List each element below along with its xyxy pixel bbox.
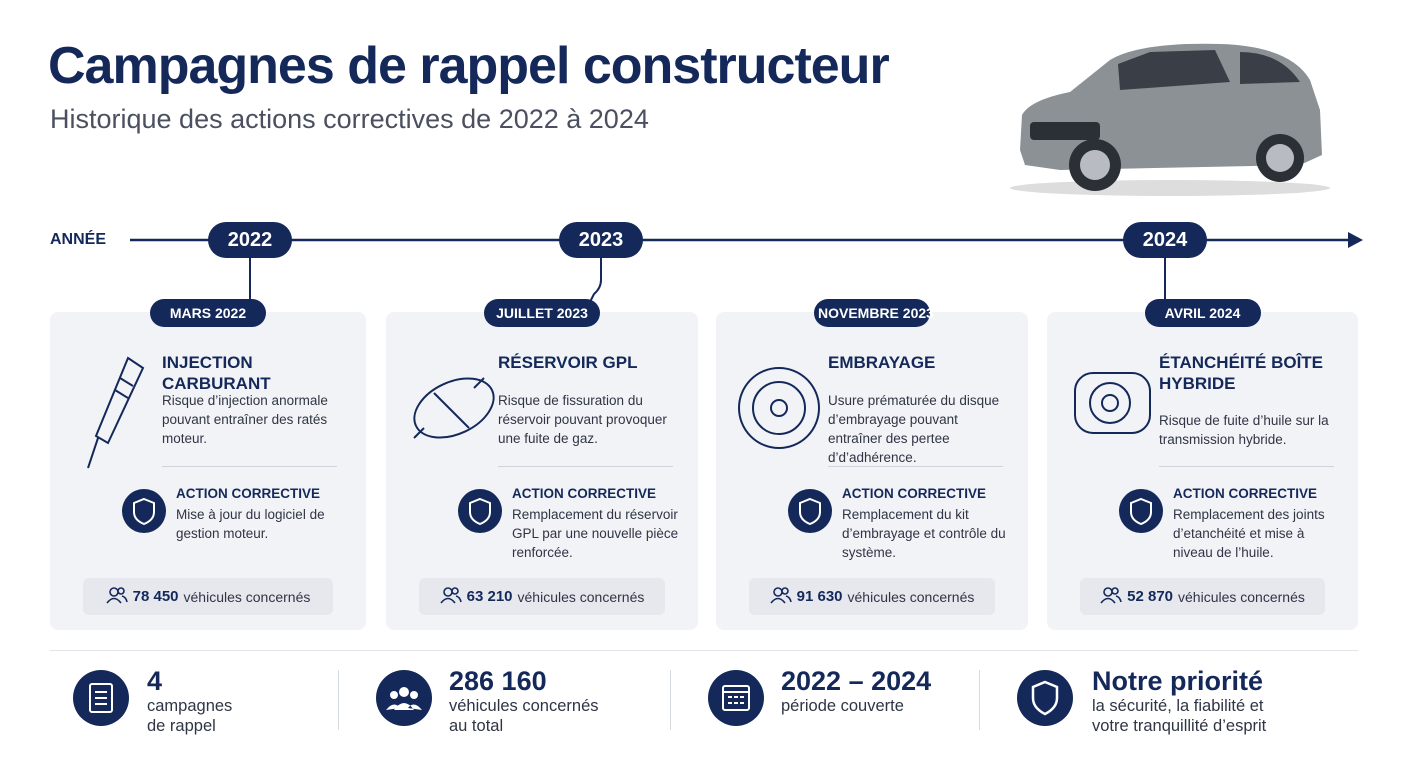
campaign-description: Risque d’injection anormale pouvant entr… xyxy=(162,393,328,446)
icon xyxy=(1100,587,1122,604)
divider xyxy=(1159,466,1334,467)
campaign-description: Risque de fuite d’huile sur la transmiss… xyxy=(1159,413,1329,447)
summary-label: la sécurité, la fiabilité et votre tranq… xyxy=(1092,697,1267,735)
date-pill: NOVEMBRE 2023 xyxy=(814,299,934,327)
shield-icon xyxy=(122,489,166,538)
component-icon xyxy=(404,348,504,478)
people-icon xyxy=(439,586,462,607)
icon xyxy=(439,587,462,604)
shield-icon xyxy=(788,489,832,538)
car-illustration xyxy=(1010,43,1330,196)
date-pill: JUILLET 2023 xyxy=(484,299,600,327)
vehicle-count-label: véhicules concernés xyxy=(1178,588,1305,605)
divider xyxy=(162,466,337,467)
icon xyxy=(122,489,166,533)
component-icon xyxy=(1065,348,1165,478)
campaign-title: INJECTION CARBURANT xyxy=(162,353,271,393)
date-pill: AVRIL 2024 xyxy=(1144,299,1261,327)
action-label: ACTION CORRECTIVE xyxy=(512,486,657,501)
campaign-card: ÉTANCHÉITÉ BOÎTE HYBRIDE Risque de fuite … xyxy=(1047,312,1358,630)
people-icon xyxy=(769,586,792,607)
people-icon xyxy=(1100,586,1122,607)
icon xyxy=(1074,372,1151,434)
icon xyxy=(73,670,129,726)
summary-divider xyxy=(338,670,339,730)
divider xyxy=(498,466,673,467)
vehicle-count-label: véhicules concernés xyxy=(517,588,645,605)
summary-label: période couverte xyxy=(781,697,904,715)
summary-value: 2022 – 2024 xyxy=(781,666,932,696)
icon xyxy=(105,587,128,604)
summary-value: 4 xyxy=(147,666,163,696)
summary-label: véhicules concernés au total xyxy=(449,697,599,735)
icon xyxy=(769,587,792,604)
action-label: ACTION CORRECTIVE xyxy=(1173,486,1318,501)
component-icon xyxy=(68,348,168,478)
vehicle-count-label: véhicules concernés xyxy=(847,588,975,605)
action-text: Remplacement des joints d’etanchéité et … xyxy=(1173,507,1325,560)
title: Campagnes de rappel constructeur xyxy=(48,37,890,95)
summary-icon xyxy=(1017,670,1073,731)
campaign-card: EMBRAYAGE Usure prématurée du disque d’em… xyxy=(716,312,1028,630)
subtitle: Historique des actions correctives de 20… xyxy=(50,104,649,134)
campaign-title: RÉSERVOIR GPL xyxy=(498,353,638,372)
campaign-title: ÉTANCHÉITÉ BOÎTE HYBRIDE xyxy=(1159,353,1324,393)
icon xyxy=(708,670,764,726)
icon xyxy=(788,489,832,533)
summary-divider xyxy=(979,670,980,730)
summary-value: 286 160 xyxy=(449,666,547,696)
vehicle-count: 91 630 xyxy=(796,588,843,605)
summary-divider xyxy=(670,670,671,730)
campaign-title: EMBRAYAGE xyxy=(828,353,936,372)
icon xyxy=(87,356,145,469)
summary-value: Notre priorité xyxy=(1092,666,1264,696)
campaign-card: RÉSERVOIR GPL Risque de fissuration du ré… xyxy=(386,312,698,630)
year-pill: 2022 xyxy=(208,222,292,258)
year-pill: 2024 xyxy=(1123,222,1207,258)
action-text: Mise à jour du logiciel de gestion moteu… xyxy=(176,507,325,541)
icon xyxy=(738,367,820,449)
campaign-description: Risque de fissuration du réservoir pouva… xyxy=(498,393,667,446)
year-pill: 2023 xyxy=(559,222,643,258)
action-text: Remplacement du réservoir GPL par une no… xyxy=(512,507,679,560)
axis-label: ANNÉE xyxy=(50,231,107,248)
date-pill: MARS 2022 xyxy=(150,299,266,327)
icon xyxy=(413,377,495,439)
shield-icon xyxy=(458,489,502,538)
count-box: 52 870 véhicules concernés xyxy=(1080,578,1325,615)
campaign-card: INJECTION CARBURANT Risque d’injection an… xyxy=(50,312,366,630)
summary-icon xyxy=(376,670,432,731)
count-box: 91 630 véhicules concernés xyxy=(749,578,995,615)
action-text: Remplacement du kit d’embrayage et contr… xyxy=(842,507,1006,560)
component-icon xyxy=(734,348,834,478)
summary-label: campagnes de rappel xyxy=(147,697,233,735)
icon xyxy=(1017,670,1073,726)
summary-band xyxy=(50,650,1358,651)
summary-icon xyxy=(708,670,764,731)
count-box: 78 450 véhicules concernés xyxy=(83,578,333,615)
icon xyxy=(376,670,432,726)
vehicle-count: 63 210 xyxy=(466,588,513,605)
vehicle-count-label: véhicules concernés xyxy=(183,588,311,605)
shield-icon xyxy=(1119,489,1163,538)
action-label: ACTION CORRECTIVE xyxy=(176,486,321,501)
action-label: ACTION CORRECTIVE xyxy=(842,486,987,501)
count-box: 63 210 véhicules concernés xyxy=(419,578,665,615)
campaign-description: Usure prématurée du disque d’embrayage p… xyxy=(828,393,1000,465)
people-icon xyxy=(105,586,128,607)
summary-icon xyxy=(73,670,129,731)
icon xyxy=(1119,489,1163,533)
vehicle-count: 52 870 xyxy=(1127,588,1174,605)
icon xyxy=(458,489,502,533)
vehicle-count: 78 450 xyxy=(132,588,179,605)
divider xyxy=(828,466,1003,467)
